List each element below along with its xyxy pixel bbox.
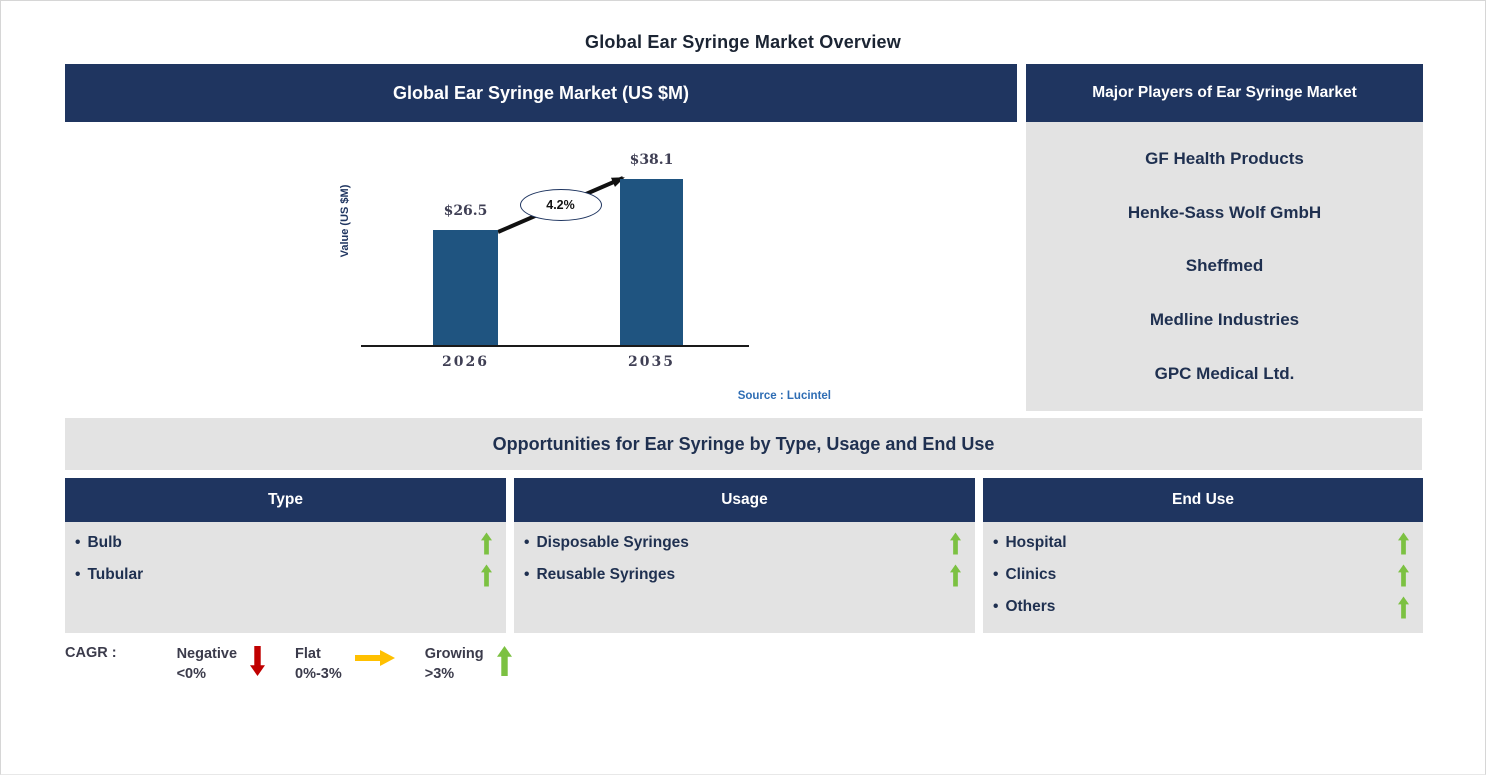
bullet-icon: • bbox=[993, 598, 999, 615]
company-name: GPC Medical Ltd. bbox=[1154, 364, 1295, 384]
column-usage-body: • Disposable Syringes • Reusable Syringe… bbox=[514, 522, 975, 633]
right-arrow-icon bbox=[354, 644, 395, 667]
list-item: • Bulb bbox=[65, 527, 506, 559]
item-label: Tubular bbox=[87, 566, 144, 583]
bar-value-2026: $26.5 bbox=[443, 203, 488, 219]
players-list: GF Health Products Henke-Sass Wolf GmbH … bbox=[1026, 122, 1423, 411]
legend-text: Flat 0%-3% bbox=[295, 644, 342, 685]
item-label: Hospital bbox=[1005, 534, 1067, 551]
x-axis-line bbox=[361, 345, 749, 347]
item-label: Disposable Syringes bbox=[536, 534, 689, 551]
list-item: • Others bbox=[983, 591, 1423, 623]
legend-entry-flat: Flat 0%-3% bbox=[295, 644, 395, 685]
legend-text: Growing >3% bbox=[425, 644, 484, 685]
trend-up-icon bbox=[1398, 532, 1409, 555]
opportunity-columns: Type • Bulb • Tubular bbox=[65, 478, 1423, 633]
trend-up-icon bbox=[481, 532, 492, 555]
trend-up-icon bbox=[950, 532, 961, 555]
column-usage-header: Usage bbox=[514, 478, 975, 522]
bullet-icon: • bbox=[993, 534, 999, 551]
legend-entry-negative: Negative <0% bbox=[177, 644, 266, 685]
x-tick-2026: 2026 bbox=[442, 354, 489, 370]
company-name: Henke-Sass Wolf GmbH bbox=[1127, 202, 1322, 222]
column-type: Type • Bulb • Tubular bbox=[65, 478, 506, 633]
legend-text: Negative <0% bbox=[177, 644, 237, 685]
company-name: GF Health Products bbox=[1145, 148, 1304, 168]
cagr-badge: 4.2% bbox=[519, 189, 602, 221]
trend-up-icon bbox=[950, 564, 961, 587]
legend-name: Flat bbox=[295, 646, 321, 662]
column-type-body: • Bulb • Tubular bbox=[65, 522, 506, 633]
bullet-icon: • bbox=[75, 534, 81, 551]
bullet-icon: • bbox=[524, 534, 530, 551]
trend-up-icon bbox=[1398, 596, 1409, 619]
players-panel-header: Major Players of Ear Syringe Market bbox=[1026, 64, 1423, 122]
players-panel-header-label: Major Players of Ear Syringe Market bbox=[1092, 84, 1357, 101]
bullet-icon: • bbox=[75, 566, 81, 583]
legend-name: Growing bbox=[424, 646, 484, 662]
company-name: Medline Industries bbox=[1149, 310, 1300, 330]
trend-up-icon bbox=[1398, 564, 1409, 587]
legend-range: <0% bbox=[176, 666, 206, 683]
bar-2035 bbox=[620, 179, 683, 346]
column-type-header: Type bbox=[65, 478, 506, 522]
column-end-use-body: • Hospital • Clinics • bbox=[983, 522, 1423, 633]
up-arrow-icon bbox=[496, 644, 512, 678]
top-row: Global Ear Syringe Market (US $M) Value … bbox=[65, 64, 1423, 411]
item-label: Others bbox=[1005, 598, 1056, 615]
bar-2026 bbox=[433, 230, 498, 346]
legend-name: Negative bbox=[176, 646, 238, 662]
list-item: • Reusable Syringes bbox=[514, 559, 975, 591]
item-label: Clinics bbox=[1005, 566, 1057, 583]
legend-entry-growing: Growing >3% bbox=[425, 644, 512, 685]
item-label: Bulb bbox=[87, 534, 122, 551]
down-arrow-icon bbox=[250, 644, 266, 678]
page-title: Global Ear Syringe Market Overview bbox=[585, 32, 901, 52]
growth-arrow-icon bbox=[497, 176, 625, 234]
legend-range: 0%-3% bbox=[295, 666, 342, 683]
x-tick-2035: 2035 bbox=[628, 354, 675, 370]
list-item: • Clinics bbox=[983, 559, 1423, 591]
market-chart-panel: Global Ear Syringe Market (US $M) Value … bbox=[65, 64, 1017, 411]
list-item: • Tubular bbox=[65, 559, 506, 591]
list-item: • Hospital bbox=[983, 527, 1423, 559]
chart-panel-header: Global Ear Syringe Market (US $M) bbox=[65, 64, 1017, 122]
market-bar-chart: Value (US $M) $26.5 $38.1 4.2% bbox=[65, 122, 1017, 411]
bullet-icon: • bbox=[524, 566, 530, 583]
list-item: • Disposable Syringes bbox=[514, 527, 975, 559]
item-label: Reusable Syringes bbox=[536, 566, 676, 583]
trend-up-icon bbox=[481, 564, 492, 587]
cagr-value: 4.2% bbox=[546, 198, 575, 212]
bar-value-2035: $38.1 bbox=[629, 152, 674, 168]
column-end-use-header: End Use bbox=[983, 478, 1423, 522]
cagr-legend: CAGR : Negative <0% Flat 0%-3% Growing >… bbox=[65, 644, 512, 685]
company-name: Sheffmed bbox=[1185, 256, 1264, 276]
legend-title: CAGR : bbox=[65, 645, 117, 661]
major-players-panel: Major Players of Ear Syringe Market GF H… bbox=[1026, 64, 1423, 411]
bullet-icon: • bbox=[993, 566, 999, 583]
opportunities-header-label: Opportunities for Ear Syringe by Type, U… bbox=[492, 433, 995, 454]
source-note: Source : Lucintel bbox=[737, 390, 831, 402]
chart-panel-header-label: Global Ear Syringe Market (US $M) bbox=[392, 82, 690, 103]
column-end-use: End Use • Hospital • Clinics bbox=[983, 478, 1423, 633]
opportunities-header: Opportunities for Ear Syringe by Type, U… bbox=[65, 418, 1422, 470]
legend-range: >3% bbox=[424, 666, 455, 683]
column-usage: Usage • Disposable Syringes • Reusable S… bbox=[514, 478, 975, 633]
